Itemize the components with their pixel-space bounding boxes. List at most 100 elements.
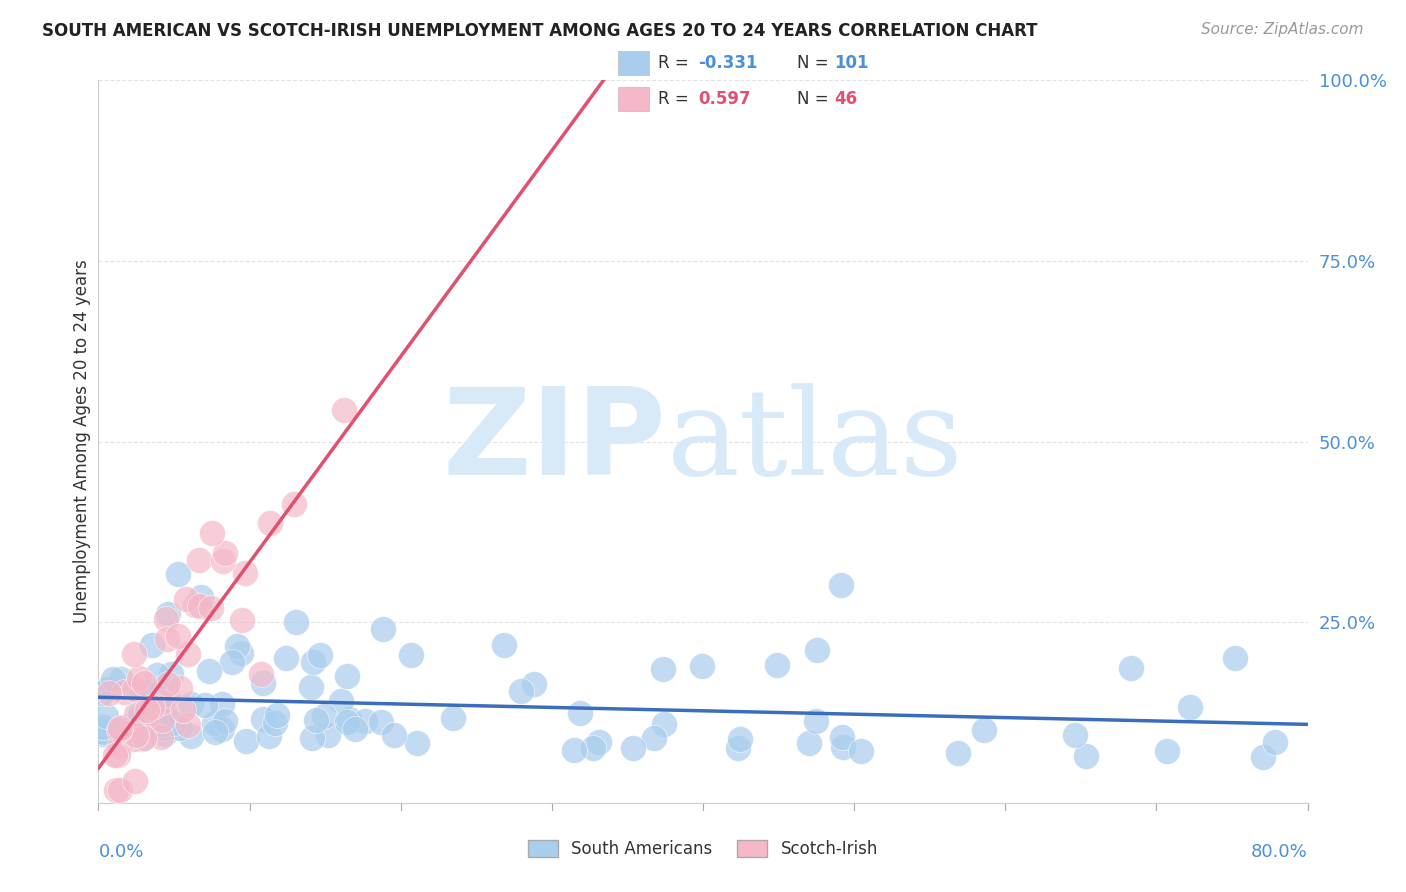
Point (156, 632, 179, 646)
Point (128, 672, 150, 686)
Point (128, 716, 150, 731)
Point (582, 740, 605, 755)
Point (198, 664, 221, 678)
Point (643, 731, 665, 745)
Point (129, 710, 152, 724)
Point (98, 686, 121, 700)
Point (804, 714, 827, 728)
Point (132, 676, 155, 690)
Text: ZIP: ZIP (443, 383, 666, 500)
Point (973, 723, 995, 737)
Point (143, 716, 166, 731)
Point (204, 715, 226, 730)
Point (690, 659, 713, 673)
Point (285, 615, 308, 630)
Point (153, 704, 176, 718)
Point (194, 698, 217, 713)
Point (806, 643, 828, 657)
Point (305, 713, 328, 727)
Point (212, 554, 235, 568)
Point (509, 684, 531, 698)
Point (108, 739, 131, 753)
Point (214, 714, 236, 728)
Point (370, 714, 392, 729)
Point (312, 709, 335, 723)
Point (112, 685, 135, 699)
Point (264, 715, 287, 730)
Point (128, 723, 150, 737)
Point (150, 713, 173, 727)
Point (1074, 748, 1097, 763)
Point (107, 747, 129, 762)
Point (830, 578, 852, 592)
Text: SOUTH AMERICAN VS SCOTCH-IRISH UNEMPLOYMENT AMONG AGES 20 TO 24 YEARS CORRELATIO: SOUTH AMERICAN VS SCOTCH-IRISH UNEMPLOYM… (42, 22, 1038, 40)
Point (831, 730, 853, 744)
Text: R =: R = (658, 54, 695, 71)
Point (124, 732, 146, 747)
Point (266, 707, 288, 722)
Point (162, 715, 184, 730)
Text: 80.0%: 80.0% (1251, 843, 1308, 861)
Point (169, 681, 191, 695)
Point (152, 695, 174, 709)
Point (302, 656, 325, 670)
Point (190, 590, 212, 604)
Point (831, 740, 853, 755)
Point (93, 727, 115, 741)
Text: 0.597: 0.597 (699, 90, 751, 108)
Text: 0.0%: 0.0% (98, 843, 143, 861)
Point (177, 717, 200, 731)
Point (146, 668, 169, 682)
Point (494, 639, 516, 653)
Text: -0.331: -0.331 (699, 54, 758, 71)
Point (131, 731, 153, 746)
Point (166, 566, 188, 581)
Point (1253, 750, 1275, 764)
Text: 101: 101 (834, 54, 869, 71)
Point (104, 747, 127, 762)
Point (316, 727, 339, 741)
Point (124, 774, 146, 789)
Point (104, 783, 127, 797)
Point (623, 740, 645, 755)
Point (1178, 699, 1201, 714)
Point (122, 647, 145, 661)
Point (1156, 744, 1178, 758)
Point (96, 708, 118, 723)
Point (330, 694, 353, 708)
Point (108, 723, 131, 738)
Point (93, 720, 115, 734)
Point (235, 734, 257, 748)
Point (160, 667, 183, 681)
Point (142, 687, 165, 701)
Point (150, 731, 173, 745)
Point (249, 666, 271, 681)
Point (91, 686, 114, 700)
Point (728, 732, 751, 747)
Point (180, 729, 202, 743)
Point (184, 598, 207, 612)
Point (353, 714, 375, 728)
Point (129, 706, 152, 721)
Text: N =: N = (797, 90, 834, 108)
Point (252, 676, 274, 690)
Point (727, 741, 749, 756)
Point (283, 497, 305, 511)
Point (1063, 728, 1085, 742)
Point (233, 566, 256, 580)
Point (167, 629, 190, 643)
Point (125, 706, 148, 721)
Point (299, 680, 322, 694)
Point (157, 607, 180, 621)
Point (337, 712, 360, 726)
Point (1121, 661, 1143, 675)
Point (231, 646, 253, 660)
Point (211, 697, 233, 711)
Point (406, 736, 429, 750)
Point (141, 638, 163, 652)
Bar (617, 51, 648, 75)
Point (153, 726, 176, 740)
Point (441, 711, 464, 725)
Text: 46: 46 (834, 90, 858, 108)
Point (382, 728, 405, 742)
